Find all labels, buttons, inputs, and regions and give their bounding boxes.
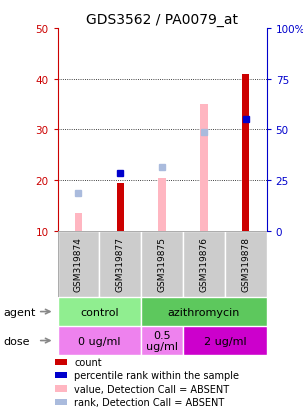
Bar	[55, 358, 67, 365]
Bar	[183, 231, 225, 297]
Title: GDS3562 / PA0079_at: GDS3562 / PA0079_at	[86, 12, 238, 26]
Text: 0 ug/ml: 0 ug/ml	[78, 336, 121, 346]
Bar	[141, 326, 183, 355]
Bar	[55, 399, 67, 406]
Text: 2 ug/ml: 2 ug/ml	[204, 336, 246, 346]
Text: dose: dose	[3, 336, 29, 346]
Text: control: control	[80, 307, 119, 317]
Text: value, Detection Call = ABSENT: value, Detection Call = ABSENT	[74, 384, 229, 394]
Text: GSM319878: GSM319878	[241, 237, 250, 292]
Bar	[242, 74, 249, 231]
Bar	[58, 297, 141, 326]
Bar	[225, 231, 267, 297]
Bar	[55, 385, 67, 392]
Text: GSM319875: GSM319875	[158, 237, 167, 292]
Text: percentile rank within the sample: percentile rank within the sample	[74, 370, 239, 380]
Bar	[75, 214, 82, 231]
Bar	[200, 105, 208, 231]
Bar	[141, 231, 183, 297]
Text: count: count	[74, 357, 102, 367]
Text: GSM319876: GSM319876	[199, 237, 208, 292]
Text: azithromycin: azithromycin	[168, 307, 240, 317]
Bar	[55, 372, 67, 379]
Text: rank, Detection Call = ABSENT: rank, Detection Call = ABSENT	[74, 397, 225, 407]
Text: GSM319874: GSM319874	[74, 237, 83, 292]
Bar	[58, 326, 141, 355]
Bar	[141, 297, 267, 326]
Bar	[158, 178, 166, 231]
Text: agent: agent	[3, 307, 35, 317]
Bar	[117, 183, 124, 231]
Text: 0.5
ug/ml: 0.5 ug/ml	[146, 330, 178, 351]
Bar	[99, 231, 141, 297]
Bar	[183, 326, 267, 355]
Bar	[58, 231, 99, 297]
Text: GSM319877: GSM319877	[116, 237, 125, 292]
